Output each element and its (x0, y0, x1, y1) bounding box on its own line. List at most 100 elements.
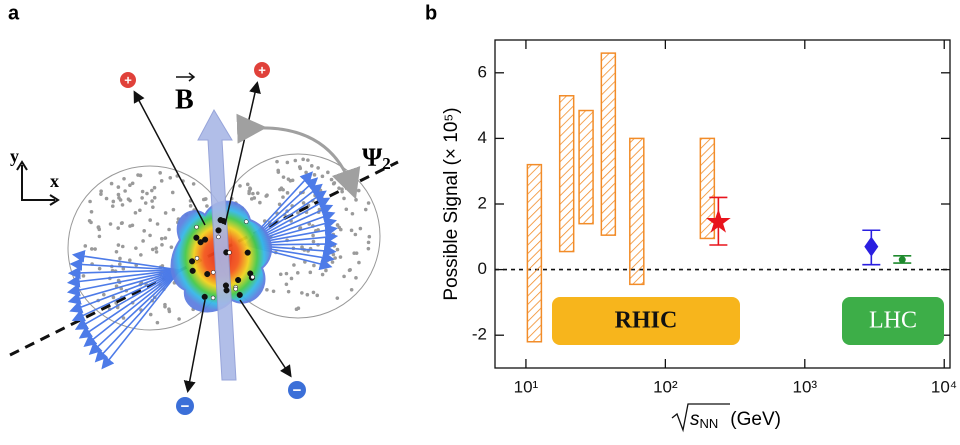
spectator (116, 192, 121, 197)
flow-arrow (83, 269, 181, 348)
spectator (160, 243, 164, 247)
y-tick-label: 0 (478, 259, 487, 278)
spectator (134, 246, 138, 250)
spectator (148, 218, 152, 222)
spectator (154, 246, 158, 250)
spectator (245, 182, 250, 187)
spectator (83, 244, 88, 248)
spectator (366, 240, 371, 245)
spectator (155, 320, 160, 325)
spectator (116, 226, 120, 230)
circle-marker (898, 256, 906, 264)
spectator (342, 274, 346, 279)
spectator (97, 266, 102, 271)
spectator (344, 207, 349, 212)
spectator (297, 165, 302, 169)
plane-label: Ψ2 (362, 143, 391, 173)
spectator (167, 307, 171, 312)
angle-arrow (236, 113, 361, 200)
spectator (366, 246, 371, 251)
spectator (108, 222, 113, 226)
spectator (128, 183, 132, 188)
spectator (191, 182, 196, 186)
participant (244, 249, 251, 256)
spectator (264, 194, 268, 198)
spectator (87, 218, 92, 223)
spectator (145, 191, 149, 196)
range-bar (578, 109, 594, 225)
spectator (329, 177, 334, 182)
spectator (278, 272, 283, 277)
spectator (286, 289, 291, 294)
spectator (177, 317, 181, 321)
vector-arrow (176, 72, 196, 82)
spectator (171, 207, 176, 212)
range-bar (558, 95, 575, 253)
axes-icon (21, 165, 55, 201)
flow-arrow (69, 258, 181, 271)
spectator (286, 177, 291, 181)
spectator (349, 228, 354, 233)
spectator (301, 157, 305, 162)
participant (247, 270, 254, 277)
participant (202, 236, 209, 243)
participant (194, 256, 200, 261)
participant (233, 286, 238, 292)
charge-sign: − (293, 382, 302, 399)
spectator (292, 263, 296, 267)
spectator (163, 304, 167, 309)
spectator (338, 255, 343, 259)
spectator (143, 201, 148, 205)
flow-arrow (66, 269, 181, 288)
spectator (118, 262, 122, 267)
star-marker (706, 209, 731, 233)
spectator (118, 256, 122, 261)
spectator (130, 181, 135, 186)
spectator (122, 177, 126, 181)
spectator (120, 203, 125, 207)
spectator (205, 204, 209, 208)
flow-arrow (66, 269, 181, 297)
spectator (356, 188, 361, 193)
spectator (114, 249, 119, 254)
diagram: a + + − − B Ψ2 y x (8, 2, 399, 415)
spectator (150, 188, 154, 193)
spectator (89, 247, 94, 251)
spectator (93, 247, 97, 251)
x-label-root: s (690, 409, 700, 430)
spectator (284, 282, 289, 287)
spectator (140, 196, 144, 200)
spectator (150, 199, 154, 203)
range-bar (526, 163, 543, 343)
spectator (133, 211, 138, 215)
participant (244, 219, 249, 224)
spectator (271, 289, 276, 294)
spectator (201, 197, 206, 202)
spectator (340, 189, 344, 194)
spectator (120, 221, 124, 225)
spectator (304, 170, 308, 175)
annotation-text: LHC (869, 308, 917, 334)
x-tick-label: 10⁴ (931, 377, 957, 396)
spectator (308, 270, 313, 275)
spectator (341, 176, 346, 180)
participant (250, 274, 255, 280)
participants (189, 217, 255, 301)
spectator (363, 207, 368, 212)
spectator (88, 199, 92, 204)
participant (189, 258, 196, 265)
range-bar (699, 137, 716, 240)
x-axis-label: sNN (GeV) (690, 409, 781, 431)
spectator (168, 175, 173, 180)
flow-arrow (69, 269, 181, 314)
spectator (321, 258, 326, 263)
spectator (159, 236, 164, 241)
spectator (102, 292, 106, 297)
spectator (116, 185, 121, 189)
spectator (158, 171, 162, 175)
range-bar (600, 52, 617, 236)
spectator (81, 274, 86, 278)
annotation-box (552, 297, 740, 345)
participant (216, 234, 221, 240)
